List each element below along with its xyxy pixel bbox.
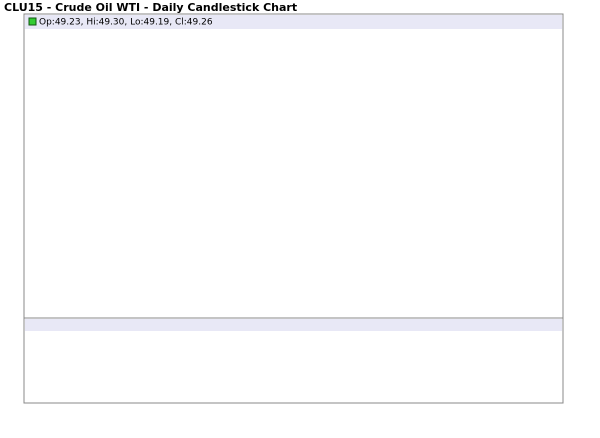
chart-title: CLU15 - Crude Oil WTI - Daily Candlestic… [4, 1, 297, 14]
volume-legend-bg [25, 319, 562, 331]
volume-panel [23, 317, 564, 404]
legend-swatch [28, 17, 37, 26]
labels: Op:49.23, Hi:49.30, Lo:49.19, Cl:49.26 [28, 17, 213, 28]
price-legend-bg [25, 15, 562, 29]
price-legend: Op:49.23, Hi:49.30, Lo:49.19, Cl:49.26 [39, 18, 213, 28]
